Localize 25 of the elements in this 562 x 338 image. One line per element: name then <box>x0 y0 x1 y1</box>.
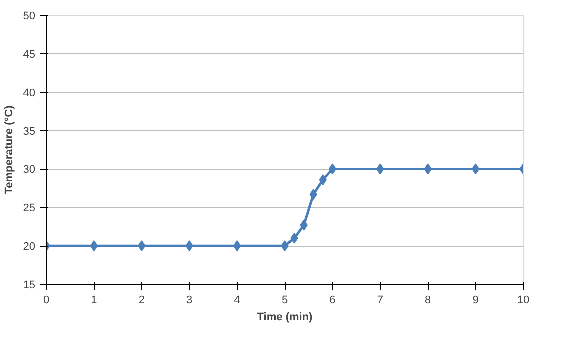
point <box>472 164 480 175</box>
x-tick-label: 9 <box>472 294 479 306</box>
y-tick-label: 15 <box>23 280 36 292</box>
y-tick-label: 50 <box>23 10 36 22</box>
point <box>328 164 337 175</box>
y-tick-label: 35 <box>23 126 36 138</box>
x-tick-label: 4 <box>234 294 240 306</box>
point <box>90 240 98 252</box>
y-tick-label: 20 <box>23 241 36 254</box>
point <box>233 240 242 252</box>
x-tick-label: 2 <box>138 294 145 306</box>
y-tick-label: 30 <box>23 164 36 176</box>
x-axis-title: Time (min) <box>257 312 314 324</box>
x-tick-label: 8 <box>425 294 432 306</box>
y-tick-label: 25 <box>23 202 36 215</box>
x-tick-label: 10 <box>517 294 530 306</box>
x-tick-label: 1 <box>91 294 98 306</box>
x-tick-label: 0 <box>43 294 50 306</box>
y-tick-label: 40 <box>23 87 36 100</box>
x-tick-label: 6 <box>330 294 336 306</box>
x-tick-label: 3 <box>186 294 193 306</box>
y-axis-title: Temperature (°C) <box>3 105 16 194</box>
y-tick-label: 45 <box>23 48 36 61</box>
x-tick-label: 7 <box>377 294 384 306</box>
x-tick-label: 5 <box>282 294 288 306</box>
